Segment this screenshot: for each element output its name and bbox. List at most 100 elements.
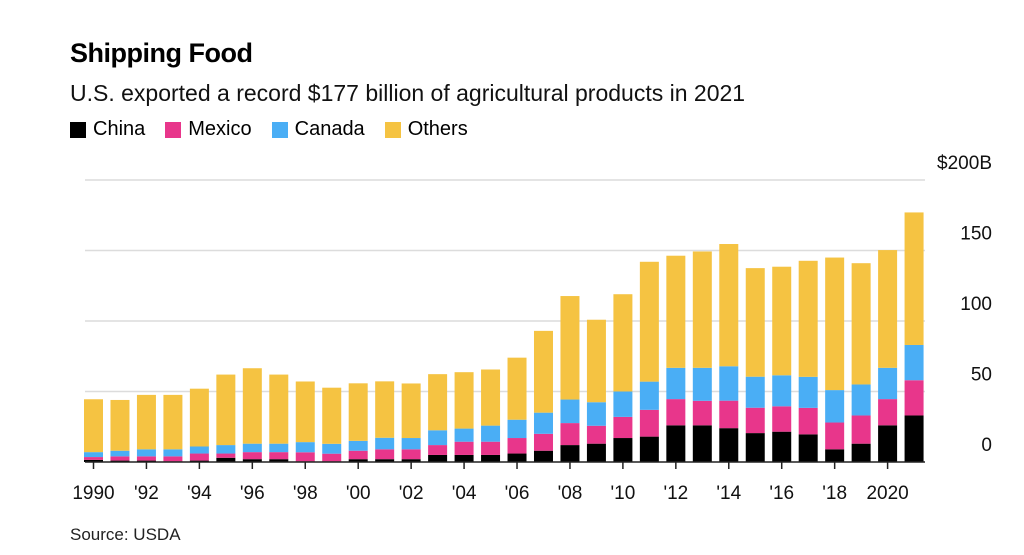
- x-tick-label: '16: [769, 483, 794, 504]
- bar-canada-2000: [348, 440, 368, 451]
- bar-mexico-2004: [454, 441, 474, 455]
- bar-canada-1990: [84, 452, 103, 458]
- legend-item-mexico: Mexico: [165, 118, 252, 141]
- bar-china-2010: [613, 438, 633, 462]
- bar-mexico-2005: [481, 441, 501, 455]
- legend-swatch-mexico: [165, 121, 182, 138]
- bar-china-2012: [666, 425, 686, 462]
- x-tick-label: 2020: [866, 483, 908, 504]
- bar-mexico-2010: [613, 416, 633, 439]
- legend-item-canada: Canada: [271, 118, 365, 141]
- bar-others-1991: [110, 399, 130, 451]
- x-tick-label: '02: [399, 483, 424, 504]
- bar-canada-2006: [507, 419, 527, 439]
- bar-mexico-1998: [295, 452, 315, 462]
- bar-canada-2018: [825, 390, 845, 423]
- bar-mexico-2016: [772, 406, 792, 432]
- bar-canada-1992: [136, 449, 156, 457]
- bar-canada-2008: [560, 399, 580, 424]
- bar-others-2020: [878, 250, 898, 368]
- bar-canada-1991: [110, 450, 130, 457]
- bar-china-2001: [375, 459, 395, 462]
- bar-china-2008: [560, 445, 580, 462]
- bar-others-2009: [586, 319, 606, 403]
- bar-mexico-2012: [666, 399, 686, 426]
- bar-others-2017: [798, 260, 818, 377]
- bar-mexico-2000: [348, 450, 368, 460]
- bar-mexico-1999: [322, 453, 342, 462]
- bar-mexico-2009: [586, 425, 606, 444]
- bar-others-2021: [904, 212, 924, 345]
- legend-item-others: Others: [384, 118, 468, 141]
- legend-swatch-china: [70, 121, 86, 138]
- bar-canada-1994: [189, 446, 209, 454]
- bar-others-1990: [84, 399, 103, 453]
- source-note: Source: USDA: [70, 525, 181, 544]
- legend-swatch-others: [384, 121, 401, 138]
- bar-china-1996: [242, 459, 262, 462]
- x-tick-label: '00: [346, 483, 371, 504]
- x-tick-label: '92: [134, 483, 159, 504]
- legend-label-canada: Canada: [294, 118, 365, 140]
- bar-others-2007: [533, 330, 553, 413]
- bar-others-2011: [639, 261, 659, 382]
- bar-mexico-1994: [189, 453, 209, 461]
- bar-china-2005: [481, 454, 501, 462]
- bar-others-2003: [428, 374, 448, 431]
- bar-mexico-2018: [825, 422, 845, 450]
- bar-others-1999: [322, 387, 342, 444]
- bar-china-2017: [798, 434, 818, 462]
- bar-canada-2011: [639, 381, 659, 410]
- bar-mexico-2013: [692, 400, 712, 426]
- bar-mexico-1991: [110, 456, 130, 461]
- bar-others-2000: [348, 383, 368, 441]
- bar-canada-2017: [798, 376, 818, 408]
- bar-others-2018: [825, 257, 845, 391]
- bar-mexico-2019: [851, 415, 871, 444]
- bar-china-2004: [454, 454, 474, 462]
- bar-canada-2009: [586, 402, 606, 426]
- bar-china-1990: [84, 459, 103, 462]
- legend-swatch-canada: [271, 121, 288, 138]
- bar-canada-2001: [375, 437, 395, 450]
- x-tick-label: '94: [187, 483, 212, 504]
- x-tick-label: '08: [558, 483, 583, 504]
- bar-canada-2016: [772, 375, 792, 407]
- x-tick-label: '96: [240, 483, 265, 504]
- x-tick-label: '98: [293, 483, 318, 504]
- bar-canada-2012: [666, 367, 686, 400]
- bar-mexico-2011: [639, 409, 659, 437]
- bar-canada-1997: [269, 443, 289, 453]
- bar-china-2018: [825, 449, 845, 462]
- bar-mexico-1990: [84, 457, 103, 460]
- bar-china-2006: [507, 453, 527, 462]
- bar-canada-2007: [533, 412, 553, 434]
- x-tick-label: '04: [452, 483, 477, 504]
- bar-canada-2021: [904, 344, 924, 381]
- bar-others-2016: [772, 266, 792, 376]
- bar-others-1997: [269, 374, 289, 444]
- legend-label-others: Others: [407, 118, 468, 140]
- legend-label-mexico: Mexico: [188, 118, 252, 140]
- bar-mexico-2008: [560, 423, 580, 446]
- bar-china-1997: [269, 459, 289, 462]
- bar-others-1994: [189, 388, 209, 447]
- bar-mexico-1996: [242, 452, 262, 460]
- bar-china-2000: [348, 459, 368, 462]
- bar-canada-2020: [878, 367, 898, 400]
- bar-others-2001: [375, 381, 395, 438]
- bar-china-2019: [851, 443, 871, 462]
- legend: China Mexico Canada Others: [70, 118, 468, 141]
- bar-others-1993: [163, 394, 183, 450]
- bar-china-2020: [878, 425, 898, 462]
- y-tick-label: 100: [960, 294, 992, 315]
- bar-china-2002: [401, 459, 421, 462]
- y-tick-label: 0: [981, 435, 992, 456]
- bar-mexico-2021: [904, 380, 924, 416]
- bar-others-2006: [507, 357, 527, 420]
- bar-china-2021: [904, 415, 924, 462]
- bar-mexico-2020: [878, 399, 898, 426]
- bar-others-2013: [692, 251, 712, 368]
- bar-others-2002: [401, 383, 421, 439]
- bar-mexico-2014: [719, 400, 739, 429]
